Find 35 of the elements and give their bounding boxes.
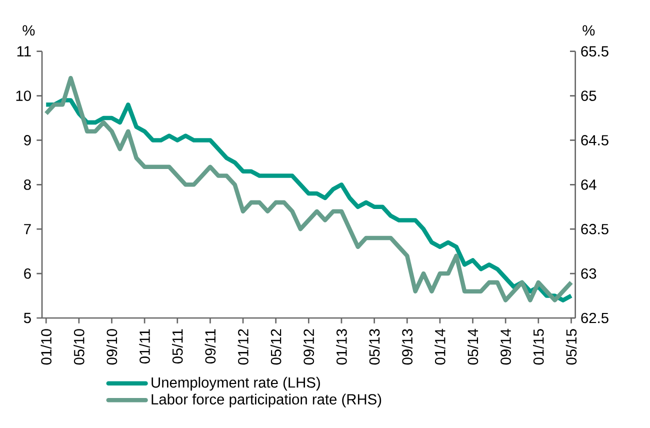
y2-tick-label: 63.5 — [581, 224, 608, 234]
y2-tick-label: 63 — [581, 268, 596, 279]
y-tick-label: 8 — [24, 179, 31, 190]
x-tick-label: 09/14 — [500, 328, 511, 365]
y-tick-label: 9 — [24, 135, 31, 146]
y2-tick-label: 64 — [581, 179, 596, 190]
x-tick-label: 05/11 — [172, 329, 183, 364]
x-tick-label: 09/11 — [204, 329, 216, 364]
y-tick-label: 11 — [17, 46, 31, 56]
y2-tick-label: 65 — [581, 90, 596, 101]
x-tick-label: 05/10 — [74, 329, 84, 365]
x-tick-label: 05/12 — [270, 329, 282, 365]
y-tick-label: 7 — [24, 224, 31, 234]
y2-tick-label: 65.5 — [581, 46, 608, 57]
y-axis-title: % — [22, 25, 35, 36]
x-tick-label: 01/14 — [434, 328, 446, 365]
x-tick-label: 09/13 — [402, 329, 413, 365]
x-tick-label: 05/15 — [566, 329, 577, 365]
x-tick-label: 01/15 — [533, 329, 544, 365]
y-tick-label: 5 — [24, 312, 31, 324]
x-tick-label: 09/12 — [303, 329, 314, 365]
x-tick-label: 05/13 — [368, 329, 380, 365]
x-tick-label: 01/11 — [139, 329, 150, 364]
legend-label: Unemployment rate (LHS) — [152, 376, 320, 391]
x-tick-label: 01/10 — [40, 329, 52, 365]
x-tick-label: 01/12 — [238, 329, 248, 365]
y2-axis-title: % — [582, 25, 595, 36]
x-tick-label: 09/10 — [106, 329, 118, 365]
legend-label: Labor force participation rate (RHS) — [152, 394, 382, 408]
y-tick-label: 10 — [16, 90, 31, 101]
y2-tick-label: 64.5 — [581, 135, 608, 146]
y2-tick-label: 62.5 — [581, 312, 608, 324]
y-tick-label: 6 — [24, 268, 31, 279]
x-tick-label: 01/13 — [336, 329, 347, 365]
x-tick-label: 05/14 — [467, 328, 478, 365]
